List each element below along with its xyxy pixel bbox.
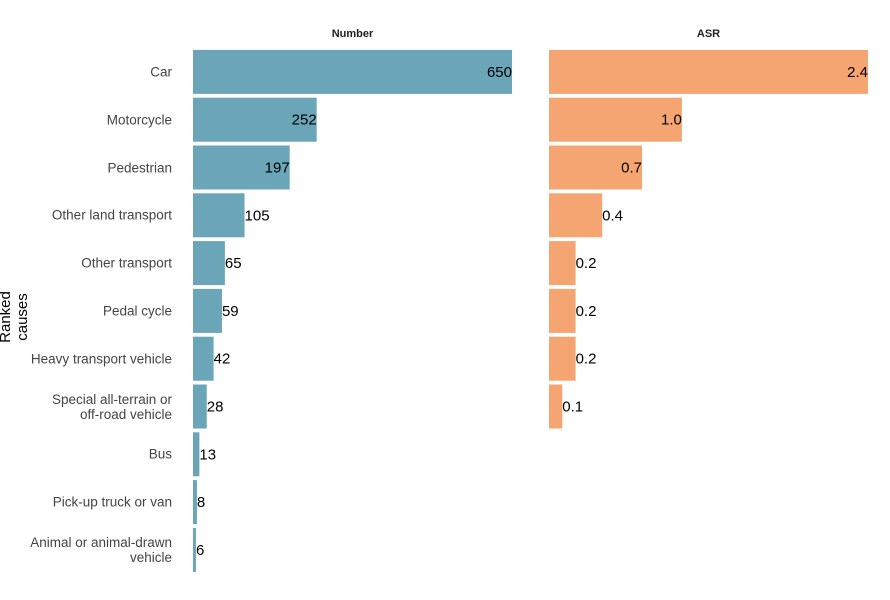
bar <box>549 49 868 94</box>
category-label: Animal or animal-drawn vehicle <box>30 534 172 565</box>
bar <box>193 480 197 525</box>
value-label: 0.4 <box>602 207 623 224</box>
category-label: Car <box>150 64 172 80</box>
category-label: Other transport <box>81 255 172 271</box>
category-label: Special all-terrain or off-road vehicle <box>51 391 172 422</box>
bar <box>193 97 317 142</box>
bar <box>549 336 576 381</box>
bar <box>193 145 290 190</box>
bar <box>193 193 245 238</box>
category-label: Motorcycle <box>106 112 172 128</box>
bar <box>193 241 225 286</box>
category-label: Heavy transport vehicle <box>30 351 172 367</box>
value-label: 0.2 <box>576 303 597 320</box>
value-label: 105 <box>245 207 270 224</box>
bar <box>193 288 222 333</box>
facet-title: Number <box>332 28 374 40</box>
category-label: Pedestrian <box>107 160 172 175</box>
value-label: 1.0 <box>661 112 682 129</box>
value-label: 6 <box>196 542 204 559</box>
bar <box>193 527 196 572</box>
value-label: 28 <box>207 398 224 415</box>
bar <box>549 193 603 238</box>
bar <box>549 97 682 142</box>
bar <box>549 384 563 429</box>
value-label: 0.2 <box>576 255 597 272</box>
bar <box>549 145 643 190</box>
category-label: Pick-up truck or van <box>52 494 172 510</box>
category-label: Other land transport <box>51 207 172 223</box>
bar <box>549 241 576 286</box>
value-label: 0.7 <box>621 159 642 176</box>
value-label: 252 <box>292 112 317 129</box>
value-label: 197 <box>265 159 290 176</box>
bar <box>193 49 512 94</box>
value-label: 0.1 <box>562 398 583 415</box>
category-label: Pedal cycle <box>102 303 172 319</box>
value-label: 0.2 <box>576 351 597 368</box>
bar <box>193 432 200 477</box>
value-label: 13 <box>199 446 216 463</box>
value-label: 59 <box>222 303 239 320</box>
value-label: 65 <box>225 255 242 272</box>
value-label: 2.4 <box>847 64 868 81</box>
category-label: Bus <box>148 446 172 462</box>
value-label: 8 <box>197 494 205 511</box>
bar <box>193 384 207 429</box>
value-label: 42 <box>214 351 231 368</box>
bar <box>549 288 576 333</box>
value-label: 650 <box>487 64 512 81</box>
facet-title: ASR <box>697 28 720 40</box>
bar <box>193 336 214 381</box>
